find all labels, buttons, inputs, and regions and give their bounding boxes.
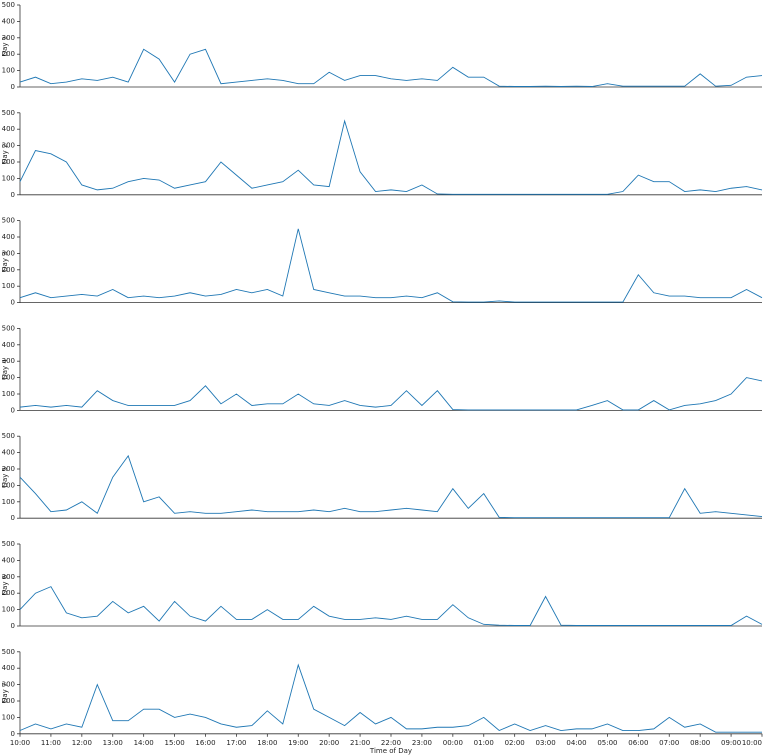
y-tick-label: 200 (2, 697, 15, 705)
y-axis-label: Day 2 (1, 144, 9, 165)
x-tick-label: 05:00 (597, 739, 617, 747)
x-tick-label: 04:00 (566, 739, 586, 747)
y-axis-label: Day 6 (1, 574, 9, 595)
x-tick-label: 22:00 (381, 739, 401, 747)
x-tick-label: 15:00 (164, 739, 184, 747)
y-tick-label: 300 (2, 357, 15, 365)
x-tick-label: 13:00 (103, 739, 123, 747)
x-tick-label: 20:00 (319, 739, 339, 747)
y-tick-label: 500 (2, 648, 15, 656)
data-line (19, 377, 763, 411)
y-tick-label: 500 (2, 217, 15, 225)
y-tick-label: 0 (11, 622, 15, 630)
x-tick-label: 07:00 (659, 739, 679, 747)
y-tick-label: 500 (2, 1, 15, 9)
y-tick-label: 100 (2, 498, 15, 506)
y-tick-label: 500 (2, 540, 15, 548)
x-tick-label: 21:00 (350, 739, 370, 747)
y-tick-label: 400 (2, 664, 15, 672)
y-axis-label: Day 4 (1, 359, 9, 380)
y-tick-label: 400 (2, 233, 15, 241)
y-tick-label: 200 (2, 266, 15, 274)
y-axis-label: Day 1 (1, 36, 9, 57)
y-tick-label: 0 (11, 406, 15, 414)
y-tick-label: 200 (2, 374, 15, 382)
y-tick-label: 400 (2, 341, 15, 349)
y-tick-label: 0 (11, 83, 15, 91)
y-tick-label: 200 (2, 589, 15, 597)
data-line (19, 586, 763, 626)
data-line (19, 48, 763, 87)
y-tick-label: 300 (2, 142, 15, 150)
y-tick-label: 400 (2, 125, 15, 133)
x-tick-label: 06:00 (628, 739, 648, 747)
y-tick-label: 100 (2, 282, 15, 290)
y-tick-label: 0 (11, 299, 15, 307)
y-axis-label: Day 7 (1, 683, 9, 704)
x-axis-label: Time of Day (369, 747, 412, 755)
y-tick-label: 400 (2, 556, 15, 564)
y-tick-label: 100 (2, 67, 15, 75)
y-tick-label: 300 (2, 465, 15, 473)
y-tick-label: 500 (2, 324, 15, 332)
data-line (19, 454, 763, 519)
y-tick-label: 100 (2, 174, 15, 182)
x-tick-label: 10:00 (742, 739, 762, 747)
y-tick-label: 300 (2, 249, 15, 257)
x-tick-label: 03:00 (535, 739, 555, 747)
x-tick-label: 11:00 (41, 739, 61, 747)
y-tick-label: 500 (2, 432, 15, 440)
x-tick-label: 02:00 (505, 739, 525, 747)
x-tick-label: 10:00 (10, 739, 30, 747)
y-tick-label: 500 (2, 109, 15, 117)
y-tick-label: 100 (2, 606, 15, 614)
x-tick-label: 09:00 (721, 739, 741, 747)
data-line (19, 663, 762, 733)
y-tick-label: 400 (2, 449, 15, 457)
y-tick-label: 300 (2, 573, 15, 581)
data-line (19, 119, 763, 195)
y-tick-label: 0 (11, 730, 15, 738)
x-tick-label: 01:00 (474, 739, 494, 747)
y-tick-label: 300 (2, 681, 15, 689)
x-tick-label: 00:00 (443, 739, 463, 747)
x-tick-label: 23:00 (412, 739, 432, 747)
x-tick-label: 12:00 (72, 739, 92, 747)
y-tick-label: 0 (11, 514, 15, 522)
x-tick-label: 19:00 (288, 739, 308, 747)
x-tick-label: 08:00 (690, 739, 710, 747)
x-tick-label: 17:00 (226, 739, 246, 747)
y-tick-label: 200 (2, 50, 15, 58)
x-tick-label: 14:00 (134, 739, 154, 747)
y-axis-label: Day 3 (1, 251, 9, 272)
y-tick-label: 300 (2, 34, 15, 42)
y-tick-label: 0 (11, 191, 15, 199)
y-tick-label: 100 (2, 390, 15, 398)
x-tick-label: 16:00 (195, 739, 215, 747)
x-tick-label: 18:00 (257, 739, 277, 747)
y-tick-label: 100 (2, 713, 15, 721)
y-tick-label: 200 (2, 158, 15, 166)
y-tick-label: 400 (2, 17, 15, 25)
y-axis-label: Day 5 (1, 467, 9, 488)
data-line (19, 228, 763, 303)
y-tick-label: 200 (2, 481, 15, 489)
